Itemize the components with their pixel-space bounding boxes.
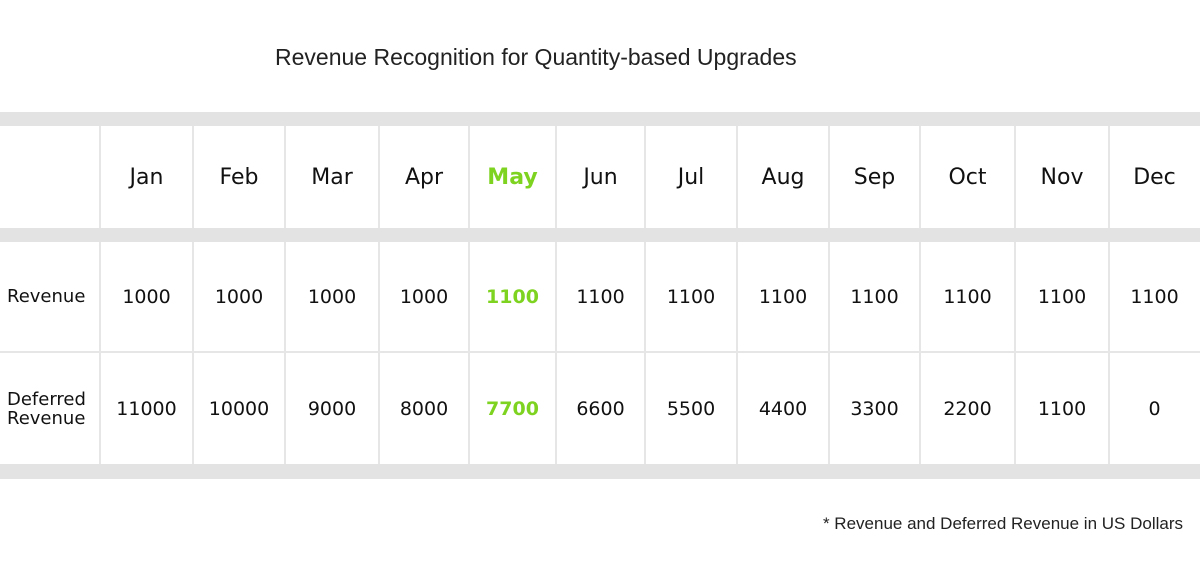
table-cell: 1100: [1037, 397, 1087, 420]
column-divider: [284, 126, 286, 228]
column-header-feb: Feb: [219, 164, 259, 190]
column-divider: [736, 126, 738, 228]
table-cell: 3300: [850, 397, 899, 420]
table-cell: 1100: [1037, 285, 1087, 308]
column-divider: [99, 126, 101, 228]
column-divider: [468, 126, 470, 228]
column-divider: [284, 242, 286, 464]
table-cell: 5500: [666, 397, 716, 420]
column-divider: [828, 242, 830, 464]
column-header-nov: Nov: [1040, 164, 1084, 190]
table-cell: 1100: [758, 285, 808, 308]
column-divider: [555, 242, 557, 464]
table-cell: 1100: [486, 285, 539, 308]
column-divider: [919, 126, 921, 228]
column-divider: [644, 242, 646, 464]
column-divider: [1014, 126, 1016, 228]
column-divider: [378, 126, 380, 228]
column-divider: [828, 126, 830, 228]
table-cell: 1100: [850, 285, 899, 308]
table-cell: 6600: [576, 397, 625, 420]
column-divider: [1014, 242, 1016, 464]
table-cell: 0: [1148, 397, 1161, 420]
chart-title: Revenue Recognition for Quantity-based U…: [275, 44, 797, 70]
column-header-jun: Jun: [583, 164, 618, 190]
column-divider: [555, 126, 557, 228]
table-cell: 1000: [307, 285, 357, 308]
column-header-jan: Jan: [129, 164, 164, 190]
table-cell: 8000: [399, 397, 449, 420]
table-cell: 1100: [1130, 285, 1179, 308]
column-divider: [1108, 126, 1110, 228]
table-cell: 1100: [666, 285, 716, 308]
table-cell: 7700: [486, 397, 539, 420]
row-label: Deferred Revenue: [7, 388, 86, 429]
row-divider: [0, 351, 1200, 353]
column-header-jul: Jul: [677, 164, 705, 190]
bottom-band: [0, 464, 1200, 479]
footnote: * Revenue and Deferred Revenue in US Dol…: [822, 514, 1183, 533]
table-cell: 1100: [576, 285, 625, 308]
table-cell: 1000: [214, 285, 264, 308]
table-cell: 1100: [943, 285, 992, 308]
table-cell: 11000: [116, 397, 177, 420]
column-divider: [192, 242, 194, 464]
table-cell: 1000: [399, 285, 449, 308]
table-cell: 4400: [758, 397, 808, 420]
column-divider: [644, 126, 646, 228]
column-divider: [192, 126, 194, 228]
column-header-mar: Mar: [311, 164, 353, 190]
column-divider: [736, 242, 738, 464]
row-label: Revenue: [7, 286, 86, 307]
top-band: [0, 112, 1200, 126]
column-divider: [919, 242, 921, 464]
table-cell: 2200: [943, 397, 992, 420]
table-cell: 9000: [307, 397, 357, 420]
column-header-apr: Apr: [404, 164, 444, 190]
middle-band: [0, 228, 1200, 242]
column-divider: [468, 242, 470, 464]
column-divider: [378, 242, 380, 464]
column-header-oct: Oct: [948, 164, 987, 190]
header-corner-cell: [0, 126, 100, 228]
table-cell: 1000: [122, 285, 171, 308]
column-header-aug: Aug: [761, 164, 805, 190]
table-cell: 10000: [208, 397, 270, 420]
column-header-may: May: [487, 164, 538, 190]
column-header-sep: Sep: [853, 164, 896, 190]
column-divider: [1108, 242, 1110, 464]
column-header-dec: Dec: [1133, 164, 1176, 190]
column-divider: [99, 242, 101, 464]
